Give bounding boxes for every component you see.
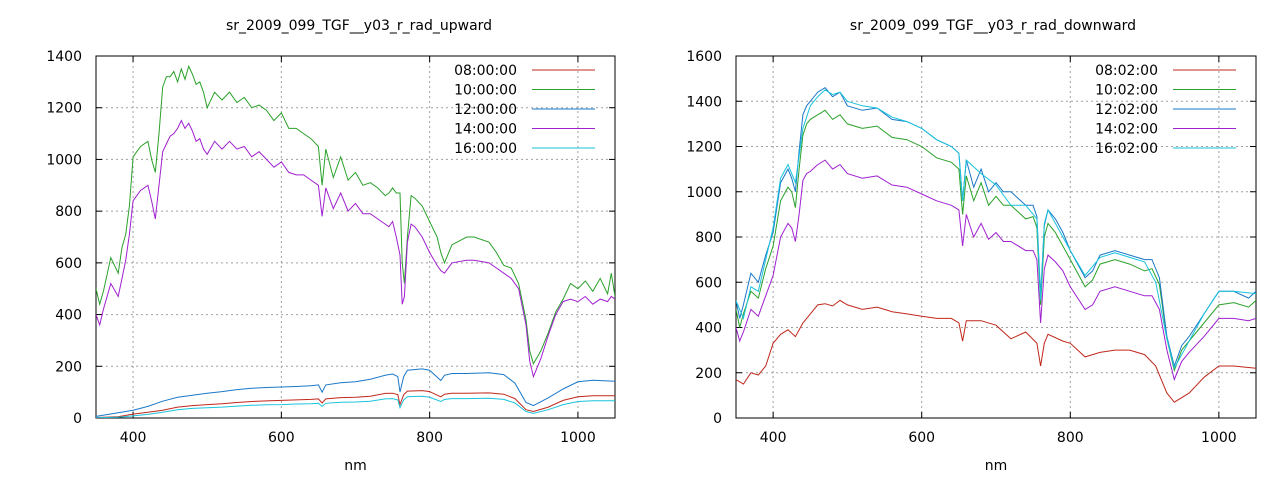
series-line-100000	[96, 64, 615, 365]
legend-label: 16:00:00	[454, 141, 517, 157]
series-line-140000	[96, 119, 615, 379]
x-tick-label: 400	[120, 430, 147, 446]
series-line-080000	[96, 390, 615, 418]
series-line-120200	[736, 87, 1256, 368]
y-tick-label: 200	[695, 366, 722, 382]
x-tick-label: 600	[908, 430, 935, 446]
y-tick-label: 1000	[46, 152, 82, 168]
x-axis-label: nm	[344, 458, 367, 474]
legend-label: 10:02:00	[1095, 83, 1158, 99]
series-line-140200	[736, 159, 1256, 382]
y-tick-label: 0	[713, 411, 722, 427]
legend-label: 10:00:00	[454, 83, 517, 99]
legend-label: 12:00:00	[454, 102, 517, 118]
x-tick-label: 800	[1057, 430, 1084, 446]
x-tick-label: 400	[760, 430, 787, 446]
legend-label: 16:02:00	[1095, 141, 1158, 157]
series-line-160000	[96, 395, 615, 418]
y-tick-label: 800	[55, 204, 82, 220]
series-line-080200	[736, 299, 1256, 403]
plot-frame	[95, 55, 616, 419]
y-tick-label: 800	[695, 230, 722, 246]
y-tick-label: 1400	[686, 94, 722, 110]
y-tick-label: 400	[695, 321, 722, 337]
series-line-100200	[736, 109, 1256, 373]
x-tick-label: 1000	[560, 430, 596, 446]
chart-panel-2: sr_2009_099_TGF__y03_r_rad_downward 400 60…	[686, 18, 1257, 474]
series-line-160200	[736, 89, 1256, 370]
y-tick-label: 600	[695, 275, 722, 291]
y-tick-label: 600	[55, 256, 82, 272]
y-tick-label: 1000	[686, 185, 722, 201]
legend-label: 08:02:00	[1095, 63, 1158, 79]
x-tick-label: 1000	[1201, 430, 1237, 446]
legend-label: 14:02:00	[1095, 122, 1158, 138]
y-tick-label: 400	[55, 308, 82, 324]
x-tick-label: 600	[268, 430, 295, 446]
legend-label: 14:00:00	[454, 122, 517, 138]
chart-title: sr_2009_099_TGF__y03_r_rad_upward	[226, 18, 492, 34]
legend-label: 08:00:00	[454, 63, 517, 79]
series-line-120000	[96, 368, 615, 417]
y-tick-label: 200	[55, 359, 82, 375]
y-tick-label: 0	[73, 411, 82, 427]
x-axis-label: nm	[985, 458, 1008, 474]
x-tick-label: 800	[416, 430, 443, 446]
y-tick-label: 1200	[686, 140, 722, 156]
y-tick-label: 1200	[46, 101, 82, 117]
y-tick-label: 1600	[686, 49, 722, 65]
y-tick-label: 1400	[46, 49, 82, 65]
legend-label: 12:02:00	[1095, 102, 1158, 118]
chart-title: sr_2009_099_TGF__y03_r_rad_downward	[850, 18, 1136, 34]
chart-panel-1: sr_2009_099_TGF__y03_r_rad_upward 400 600 8…	[46, 18, 616, 474]
